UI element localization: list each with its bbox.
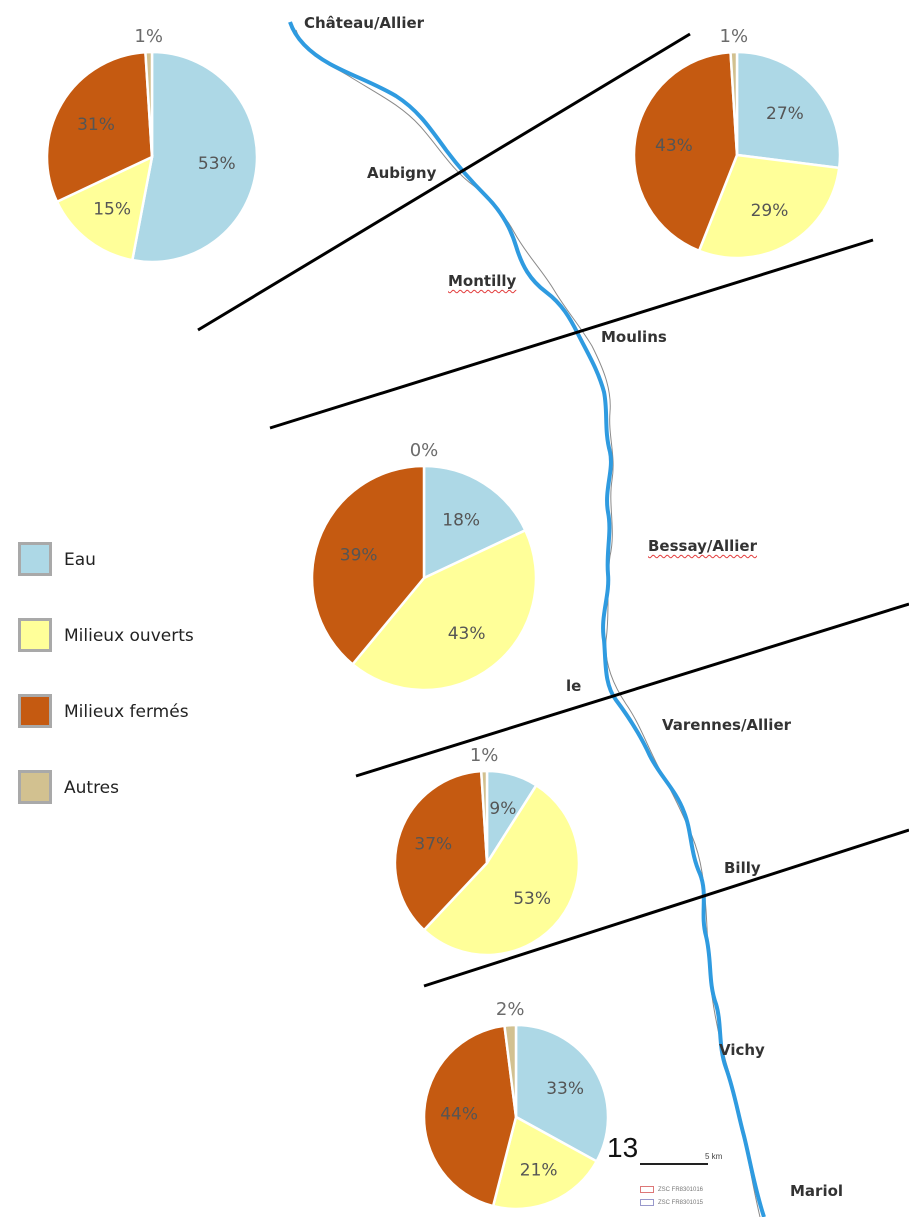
pie-5-slice-autres bbox=[503, 1023, 518, 1118]
pie-2-slice-milieux-ouverts bbox=[697, 153, 841, 260]
pie-4-slice-milieux-ouverts bbox=[422, 783, 581, 957]
pie-3-label-milieux-fermes: 39% bbox=[340, 546, 378, 566]
pie-1-slice-milieux-fermes bbox=[45, 50, 154, 204]
town-bessay-allier: Bessay/Allier bbox=[648, 537, 757, 555]
pie-3-label-milieux-ouverts: 43% bbox=[448, 624, 486, 644]
pie-4-label-autres: 1% bbox=[470, 745, 499, 766]
town-billy: Billy bbox=[724, 859, 761, 877]
pie-5-label-milieux-fermes: 44% bbox=[440, 1104, 478, 1124]
legend-swatch-milieux-fermes bbox=[18, 694, 52, 728]
legend-swatch-milieux-ouverts bbox=[18, 618, 52, 652]
town-vichy: Vichy bbox=[719, 1041, 765, 1059]
pie-5-label-eau: 33% bbox=[546, 1079, 584, 1099]
pie-5-slice-eau bbox=[514, 1023, 610, 1164]
pie-1-slice-eau bbox=[130, 50, 259, 264]
pie-3-slice-milieux-ouverts bbox=[350, 528, 538, 692]
town-chateau-allier: Château/Allier bbox=[304, 14, 425, 32]
pie-1-label-milieux-ouverts: 15% bbox=[93, 199, 131, 219]
legend-label-autres: Autres bbox=[64, 778, 120, 798]
pie-chart-4: 9% 53% 37% 1% bbox=[393, 745, 581, 957]
divider-line-2 bbox=[269, 238, 874, 430]
pie-3-label-autres: 0% bbox=[410, 440, 439, 461]
pie-5-label-autres: 2% bbox=[496, 999, 525, 1020]
pie-4-label-milieux-fermes: 37% bbox=[414, 835, 452, 855]
pie-3-slice-eau bbox=[422, 464, 528, 580]
pie-2-label-milieux-fermes: 43% bbox=[655, 136, 693, 156]
pie-1-slice-milieux-ouverts bbox=[55, 154, 154, 262]
pie-3-slice-milieux-fermes bbox=[310, 464, 426, 667]
pie-1-label-milieux-fermes: 31% bbox=[77, 115, 115, 135]
mini-legend-label-2: ZSC FR8301015 bbox=[658, 1200, 704, 1207]
pie-5-slice-milieux-ouverts bbox=[491, 1115, 599, 1211]
town-montilly: Montilly bbox=[448, 272, 517, 290]
legend-swatch-eau bbox=[18, 542, 52, 576]
pie-5-label-milieux-ouverts: 21% bbox=[520, 1160, 558, 1180]
town-moulins: Moulins bbox=[601, 328, 667, 346]
pie-2-slice-autres bbox=[729, 50, 739, 156]
page-number: 13 bbox=[607, 1132, 639, 1163]
divider-line-1 bbox=[197, 32, 691, 332]
pie-4-slice-autres bbox=[479, 769, 489, 864]
pie-chart-3: 18% 43% 39% 0% bbox=[310, 440, 538, 692]
legend-label-milieux-fermes: Milieux fermés bbox=[64, 702, 189, 722]
divider-line-4 bbox=[423, 828, 909, 988]
legend-label-milieux-ouverts: Milieux ouverts bbox=[64, 626, 194, 646]
river-allier bbox=[288, 21, 766, 1217]
pie-2-label-milieux-ouverts: 29% bbox=[751, 201, 789, 221]
pie-1-slice-autres bbox=[144, 50, 154, 158]
pie-4-label-milieux-ouverts: 53% bbox=[513, 889, 551, 909]
pie-5-slice-milieux-fermes bbox=[422, 1024, 518, 1208]
divider-line-3 bbox=[355, 602, 909, 778]
pie-1-label-autres: 1% bbox=[134, 26, 163, 47]
mini-legend-zsc-1: ZSC FR8301016 bbox=[640, 1186, 703, 1193]
pie-2-slice-milieux-fermes bbox=[632, 50, 739, 253]
mini-legend-label-1: ZSC FR8301016 bbox=[658, 1187, 704, 1194]
mini-legend-zsc-2: ZSC FR8301015 bbox=[640, 1199, 703, 1206]
town-partial-le: le bbox=[566, 677, 582, 695]
pie-4-label-eau: 9% bbox=[489, 799, 516, 819]
pie-2-slice-eau bbox=[735, 50, 842, 170]
divider-lines bbox=[197, 32, 909, 988]
pie-chart-1: 53% 15% 31% 1% bbox=[45, 26, 259, 264]
pie-charts: 53% 15% 31% 1% 27% 29% 43% 1% 18% 43% 39% 0% 9% 53% 37… bbox=[45, 26, 842, 1211]
legend-label-eau: Eau bbox=[64, 550, 96, 570]
pie-chart-5: 33% 21% 44% 2% bbox=[422, 999, 610, 1211]
town-varennes-allier: Varennes/Allier bbox=[662, 716, 792, 734]
town-aubigny: Aubigny bbox=[367, 164, 437, 182]
pie-chart-2: 27% 29% 43% 1% bbox=[632, 26, 842, 260]
pie-3-label-eau: 18% bbox=[442, 510, 480, 530]
pie-2-label-eau: 27% bbox=[766, 104, 804, 124]
pie-2-label-autres: 1% bbox=[720, 26, 749, 47]
town-mariol: Mariol bbox=[790, 1182, 844, 1200]
pie-4-slice-milieux-fermes bbox=[393, 769, 489, 932]
legend-swatch-autres bbox=[18, 770, 52, 804]
scale-label: 5 km bbox=[705, 1152, 723, 1161]
pie-1-label-eau: 53% bbox=[198, 154, 236, 174]
